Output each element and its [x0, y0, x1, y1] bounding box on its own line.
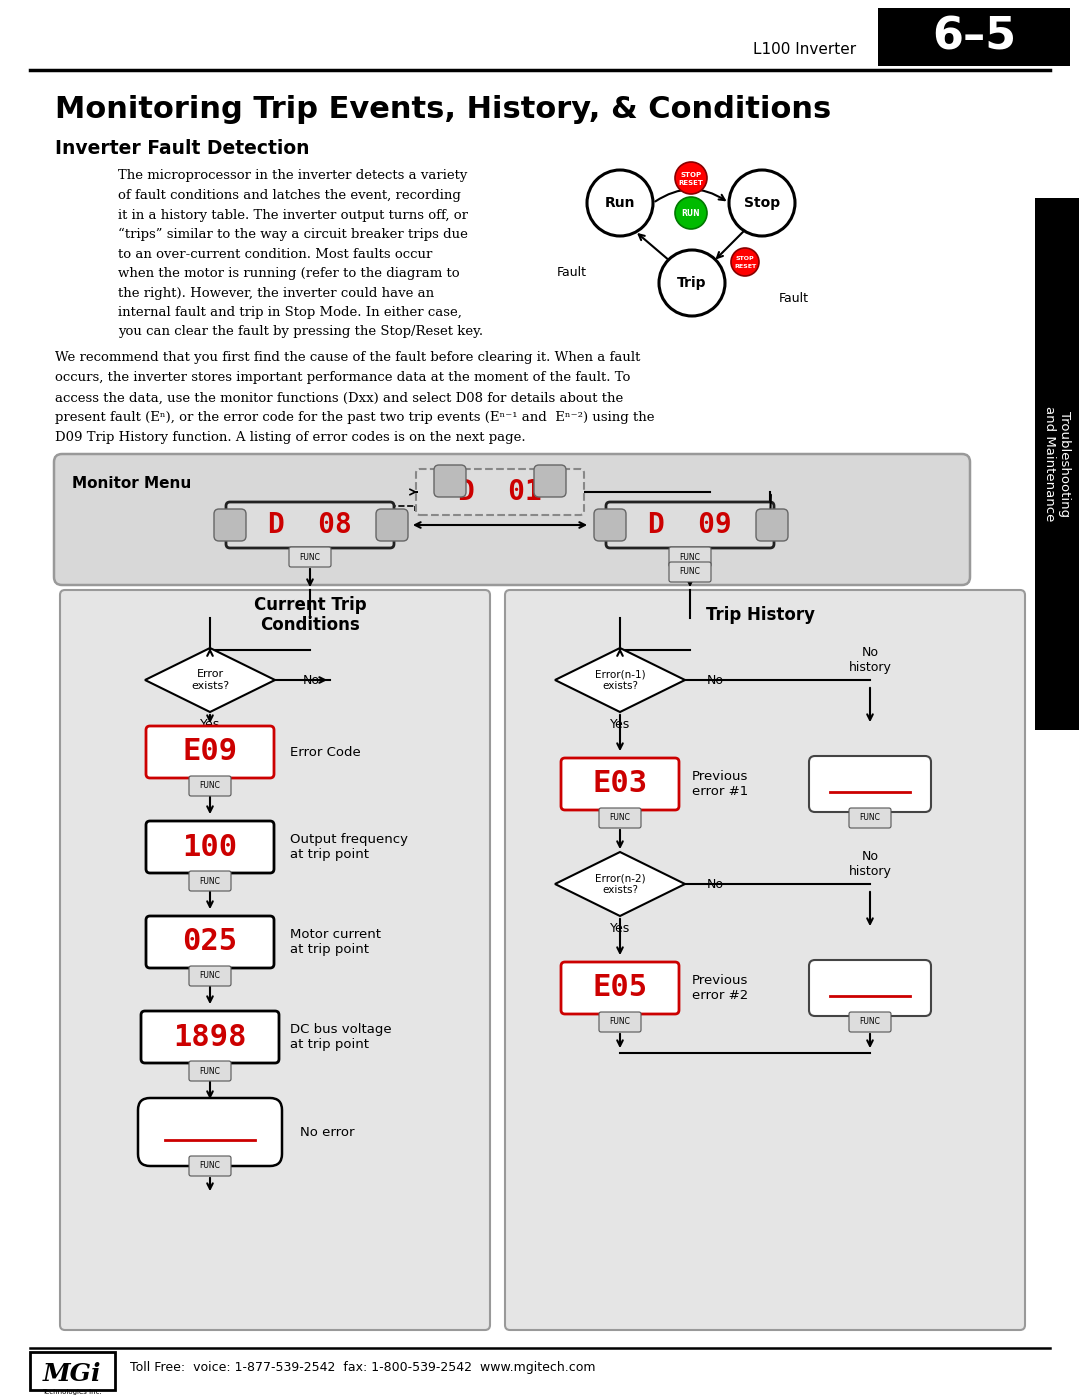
FancyBboxPatch shape [809, 756, 931, 812]
Circle shape [675, 197, 707, 229]
Text: Yes: Yes [610, 922, 630, 936]
Text: RESET: RESET [678, 180, 703, 186]
Circle shape [731, 249, 759, 277]
Text: access the data, use the monitor functions (Dxx) and select D08 for details abou: access the data, use the monitor functio… [55, 391, 623, 405]
FancyBboxPatch shape [434, 465, 465, 497]
Text: occurs, the inverter stores important performance data at the moment of the faul: occurs, the inverter stores important pe… [55, 372, 631, 384]
Text: FUNC: FUNC [609, 813, 631, 823]
FancyBboxPatch shape [60, 590, 490, 1330]
FancyBboxPatch shape [505, 590, 1025, 1330]
Text: MGi: MGi [43, 1362, 102, 1386]
FancyBboxPatch shape [30, 1356, 114, 1397]
Text: you can clear the fault by pressing the Stop/Reset key.: you can clear the fault by pressing the … [118, 326, 483, 338]
Circle shape [675, 162, 707, 194]
FancyBboxPatch shape [214, 509, 246, 541]
Text: Monitoring Trip Events, History, & Conditions: Monitoring Trip Events, History, & Condi… [55, 95, 832, 124]
Text: Previous
error #2: Previous error #2 [692, 974, 748, 1002]
Text: “trips” similar to the way a circuit breaker trips due: “trips” similar to the way a circuit bre… [118, 228, 468, 242]
FancyBboxPatch shape [146, 916, 274, 968]
FancyBboxPatch shape [146, 726, 274, 778]
Text: Run: Run [605, 196, 635, 210]
Text: Error(n-2)
exists?: Error(n-2) exists? [595, 873, 646, 895]
Text: FUNC: FUNC [609, 1017, 631, 1027]
FancyBboxPatch shape [189, 775, 231, 796]
Text: FUNC: FUNC [860, 1017, 880, 1027]
Text: when the motor is running (refer to the diagram to: when the motor is running (refer to the … [118, 267, 460, 279]
FancyBboxPatch shape [599, 1011, 642, 1032]
Text: D  09: D 09 [648, 511, 732, 539]
Text: FUNC: FUNC [200, 971, 220, 981]
Text: No: No [303, 673, 320, 686]
FancyBboxPatch shape [606, 502, 774, 548]
FancyBboxPatch shape [289, 548, 330, 567]
Text: FUNC: FUNC [200, 1161, 220, 1171]
Text: FUNC: FUNC [200, 876, 220, 886]
Text: No: No [707, 673, 724, 686]
Text: FUNC: FUNC [299, 552, 321, 562]
FancyBboxPatch shape [594, 509, 626, 541]
Text: STOP: STOP [680, 172, 702, 177]
Text: No
history: No history [849, 849, 891, 877]
Text: Trip History: Trip History [705, 606, 814, 624]
Text: Trip: Trip [677, 277, 706, 291]
Text: internal fault and trip in Stop Mode. In either case,: internal fault and trip in Stop Mode. In… [118, 306, 462, 319]
Text: present fault (Eⁿ), or the error code for the past two trip events (Eⁿ⁻¹ and  Eⁿ: present fault (Eⁿ), or the error code fo… [55, 412, 654, 425]
FancyBboxPatch shape [226, 502, 394, 548]
Text: D  08: D 08 [268, 511, 352, 539]
FancyBboxPatch shape [54, 454, 970, 585]
Text: FUNC: FUNC [200, 1066, 220, 1076]
Text: Error
exists?: Error exists? [191, 669, 229, 690]
Text: to an over-current condition. Most faults occur: to an over-current condition. Most fault… [118, 247, 432, 260]
Text: Yes: Yes [200, 718, 220, 732]
Text: Output frequency
at trip point: Output frequency at trip point [291, 833, 408, 861]
Text: the right). However, the inverter could have an: the right). However, the inverter could … [118, 286, 434, 299]
FancyBboxPatch shape [146, 821, 274, 873]
Circle shape [659, 250, 725, 316]
FancyBboxPatch shape [141, 1011, 279, 1063]
FancyBboxPatch shape [376, 509, 408, 541]
Text: 025: 025 [183, 928, 238, 957]
Text: Current Trip
Conditions: Current Trip Conditions [254, 595, 366, 634]
FancyBboxPatch shape [599, 807, 642, 828]
FancyBboxPatch shape [878, 8, 1070, 66]
Text: Stop: Stop [744, 196, 780, 210]
Text: D  01: D 01 [458, 478, 542, 506]
FancyBboxPatch shape [189, 1155, 231, 1176]
Text: of fault conditions and latches the event, recording: of fault conditions and latches the even… [118, 189, 461, 203]
FancyBboxPatch shape [561, 963, 679, 1014]
Polygon shape [145, 648, 275, 712]
FancyBboxPatch shape [138, 1098, 282, 1166]
Text: FUNC: FUNC [679, 552, 701, 562]
Text: No
history: No history [849, 645, 891, 673]
FancyBboxPatch shape [189, 1060, 231, 1081]
Circle shape [588, 170, 653, 236]
Text: STOP: STOP [735, 257, 754, 261]
Polygon shape [555, 648, 685, 712]
Text: 1898: 1898 [173, 1023, 246, 1052]
Text: it in a history table. The inverter output turns off, or: it in a history table. The inverter outp… [118, 208, 468, 222]
FancyBboxPatch shape [1035, 198, 1079, 731]
FancyBboxPatch shape [849, 807, 891, 828]
Polygon shape [555, 852, 685, 916]
Text: Fault: Fault [779, 292, 809, 305]
FancyBboxPatch shape [669, 562, 711, 583]
Text: D09 Trip History function. A listing of error codes is on the next page.: D09 Trip History function. A listing of … [55, 432, 526, 444]
Text: The microprocessor in the inverter detects a variety: The microprocessor in the inverter detec… [118, 169, 468, 183]
Text: RESET: RESET [734, 264, 756, 268]
FancyBboxPatch shape [756, 509, 788, 541]
FancyBboxPatch shape [189, 965, 231, 986]
Text: Troubleshooting
and Maintenance: Troubleshooting and Maintenance [1043, 407, 1071, 521]
Text: No: No [707, 877, 724, 890]
FancyBboxPatch shape [189, 870, 231, 891]
Text: E03: E03 [593, 770, 648, 799]
Text: Inverter Fault Detection: Inverter Fault Detection [55, 138, 310, 158]
Text: FUNC: FUNC [200, 781, 220, 791]
Text: No error: No error [300, 1126, 354, 1139]
Text: Previous
error #1: Previous error #1 [692, 770, 748, 798]
Text: Toll Free:  voice: 1-877-539-2542  fax: 1-800-539-2542  www.mgitech.com: Toll Free: voice: 1-877-539-2542 fax: 1-… [130, 1362, 595, 1375]
Text: 100: 100 [183, 833, 238, 862]
Text: E09: E09 [183, 738, 238, 767]
FancyBboxPatch shape [534, 465, 566, 497]
Text: Technologies Inc.: Technologies Inc. [42, 1389, 102, 1396]
Text: We recommend that you first find the cause of the fault before clearing it. When: We recommend that you first find the cau… [55, 352, 640, 365]
